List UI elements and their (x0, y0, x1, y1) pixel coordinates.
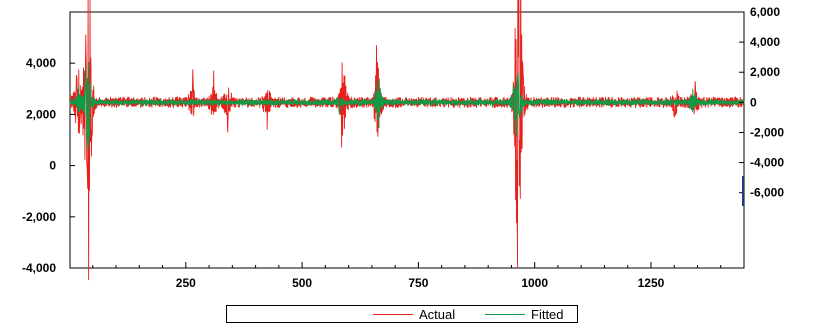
right-y-tick-label: 4,000 (750, 35, 780, 49)
legend-item-fitted: Fitted (485, 306, 564, 322)
plot-area-frame (69, 11, 745, 269)
series-layer (69, 0, 745, 281)
left-y-tick-label: 4,000 (26, 56, 56, 70)
x-tick-label: 250 (176, 276, 196, 290)
x-tick-label: 1000 (521, 276, 548, 290)
x-axis: 250 500 750 1000 1250 (92, 262, 745, 290)
left-y-tick-label: -2,000 (22, 210, 56, 224)
right-y-tick-label: 2,000 (750, 65, 780, 79)
legend-item-actual: Actual (373, 306, 455, 322)
left-y-tick-label: -4,000 (22, 261, 56, 275)
left-y-tick-label: 0 (49, 159, 56, 173)
left-y-tick-label: 2,000 (26, 107, 56, 121)
right-y-tick-label: 0 (750, 95, 757, 109)
legend-label-actual: Actual (419, 306, 456, 322)
right-y-axis: -6,000 -4,000 -2,000 0 2,000 4,000 6,000 (739, 5, 784, 200)
x-tick-label: 1250 (638, 276, 665, 290)
x-tick-label: 500 (292, 276, 312, 290)
scroll-marker (742, 176, 744, 206)
legend-line-fitted (485, 313, 525, 315)
legend-line-actual (373, 313, 413, 315)
legend: Actual Fitted (226, 305, 578, 323)
legend-label-fitted: Fitted (531, 306, 564, 322)
right-y-tick-label: 6,000 (750, 5, 780, 19)
series-line-fitted (69, 61, 745, 152)
right-y-tick-label: -6,000 (750, 186, 784, 200)
right-y-tick-label: -2,000 (750, 125, 784, 139)
x-tick-label: 750 (408, 276, 428, 290)
left-y-axis: -4,000 -2,000 0 2,000 4,000 (22, 56, 75, 275)
right-y-tick-label: -4,000 (750, 156, 784, 170)
